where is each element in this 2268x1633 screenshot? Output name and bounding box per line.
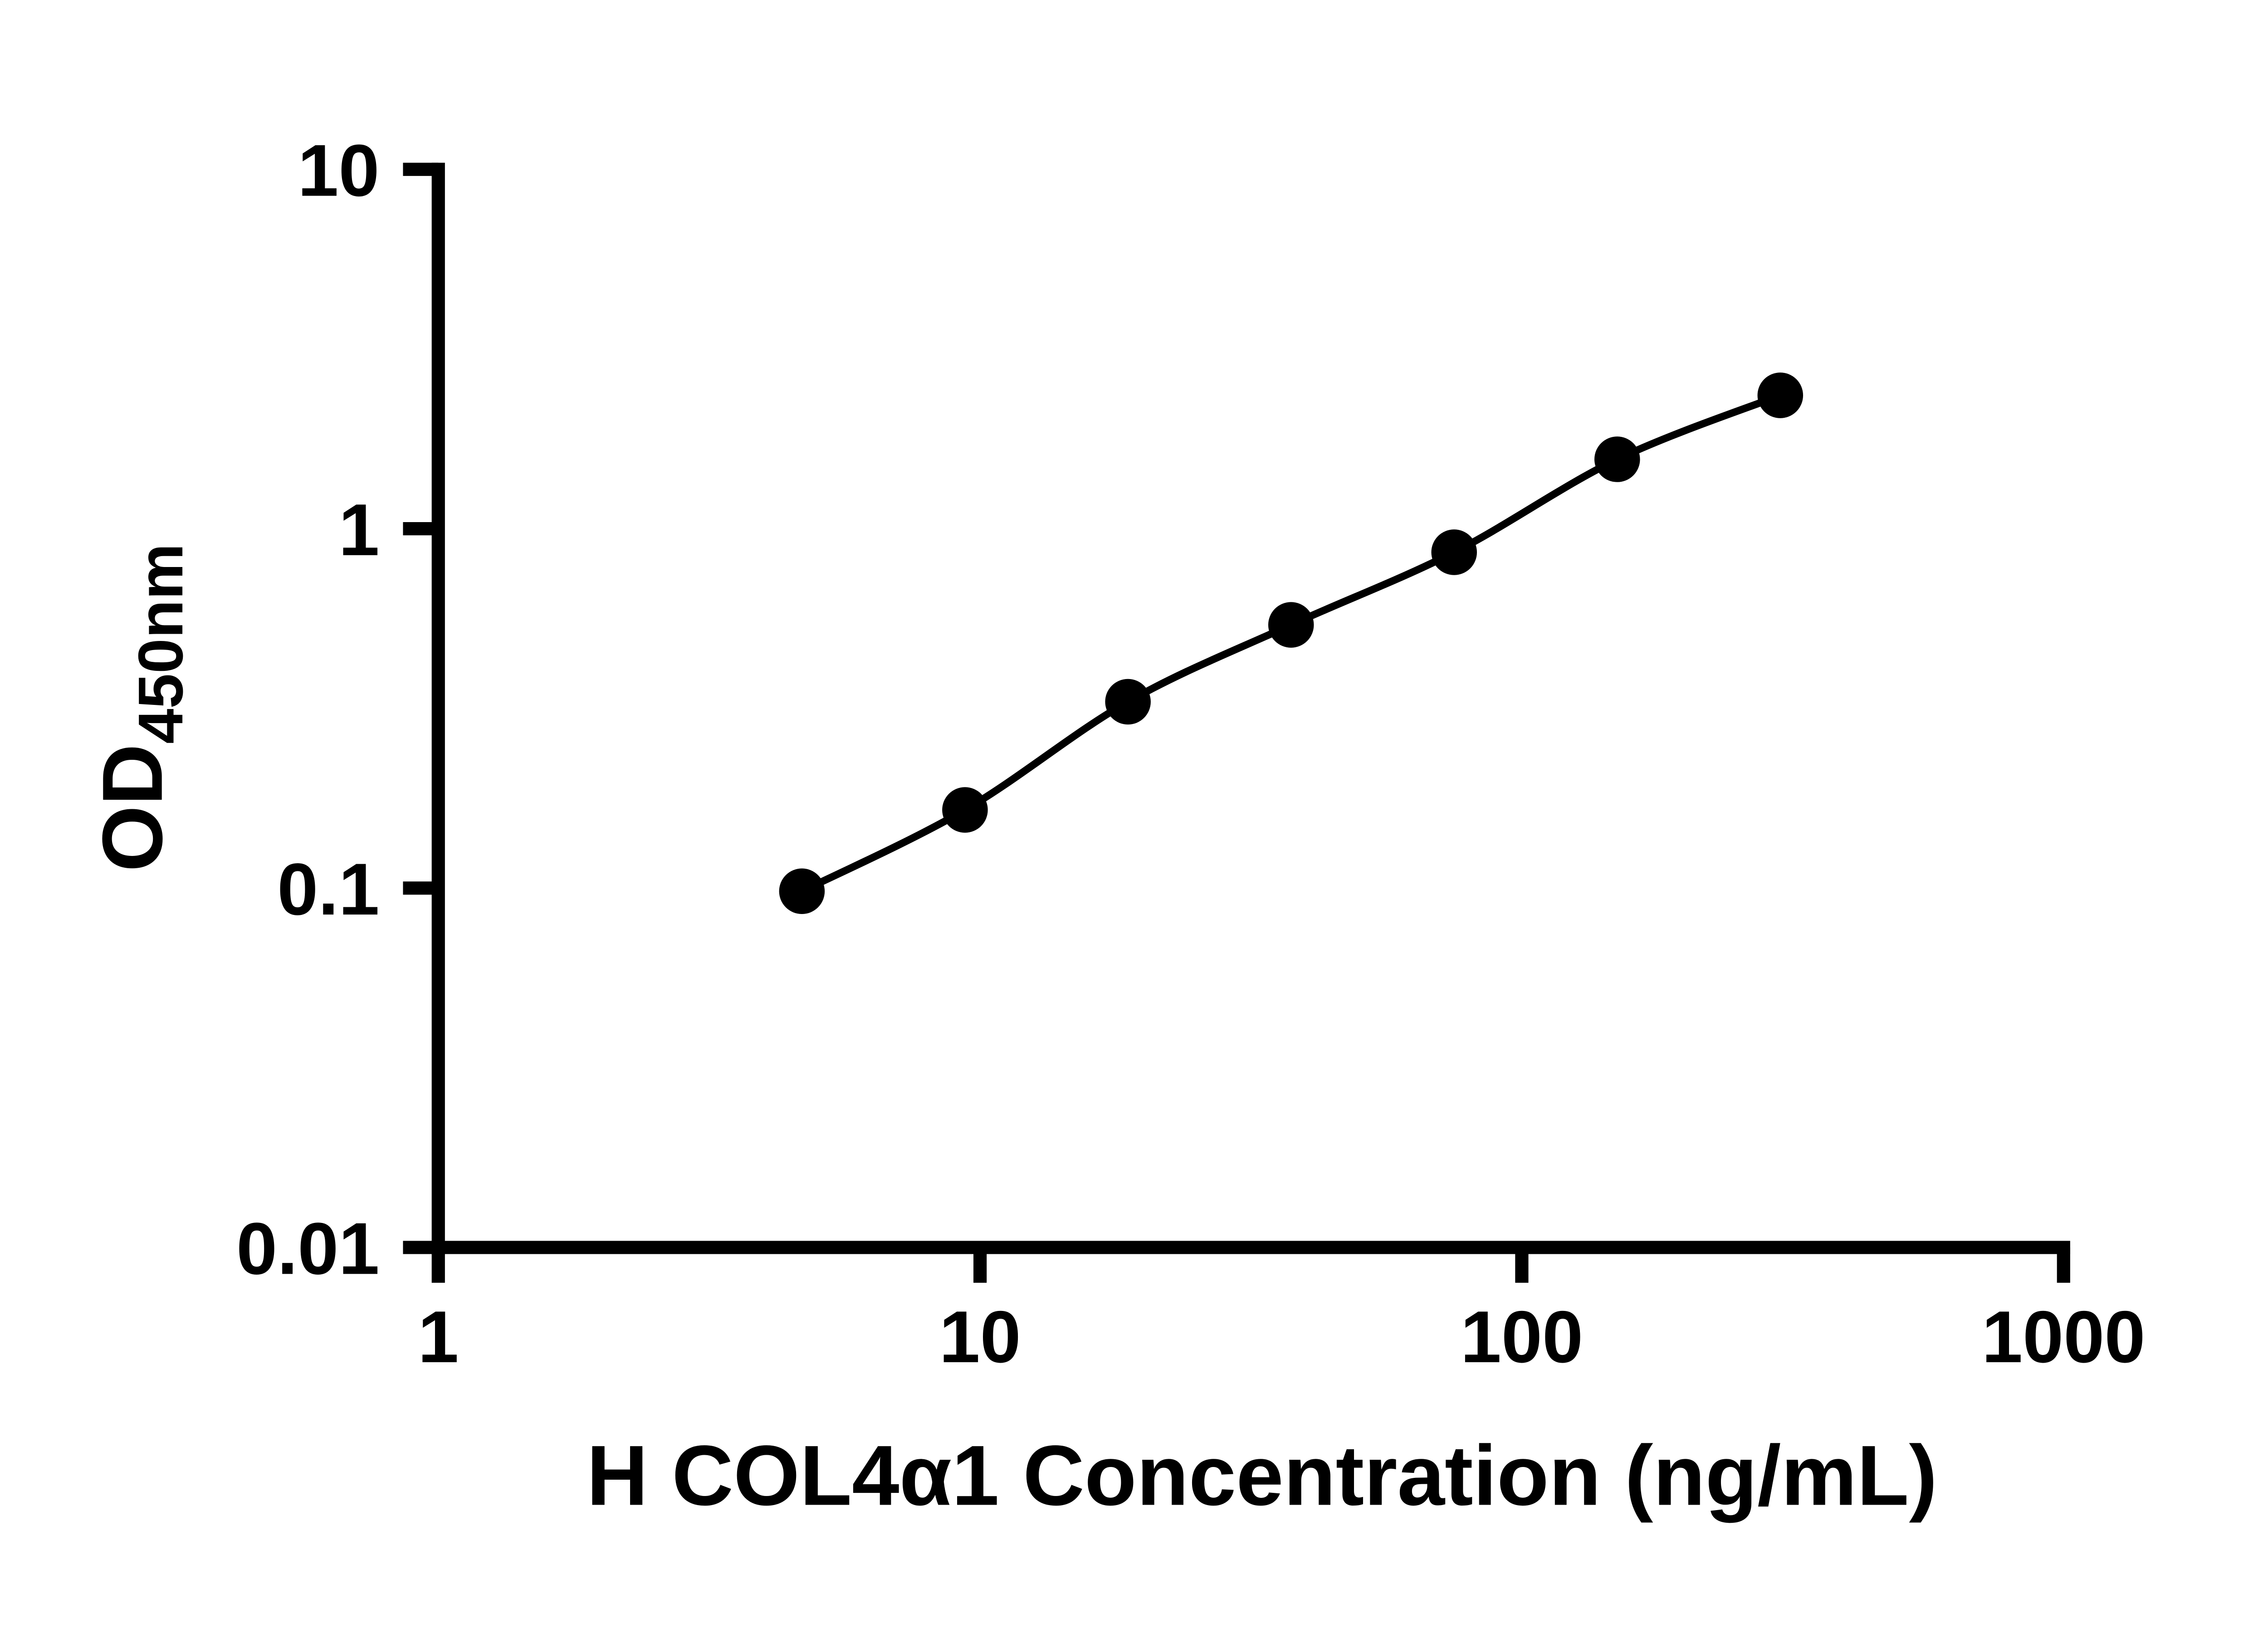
y-tick-label: 0.1 bbox=[277, 848, 379, 930]
x-tick-label: 100 bbox=[1461, 1296, 1583, 1378]
data-point bbox=[942, 787, 988, 833]
y-tick-label: 0.01 bbox=[236, 1208, 380, 1290]
plot-area: 10 1 0.1 0.01 1 10 100 1000 bbox=[236, 130, 2146, 1378]
data-point bbox=[1431, 529, 1477, 575]
data-point bbox=[1594, 436, 1640, 482]
data-point bbox=[1268, 602, 1314, 648]
y-tick-label: 10 bbox=[298, 130, 379, 212]
data-point bbox=[1757, 372, 1804, 418]
x-axis-title: H COL4α1 Concentration (ng/mL) bbox=[587, 1428, 1937, 1523]
x-tick-label: 1000 bbox=[1982, 1296, 2146, 1378]
data-point bbox=[779, 868, 825, 914]
x-tick-label: 10 bbox=[939, 1296, 1021, 1378]
y-tick-label: 1 bbox=[338, 489, 379, 571]
y-axis-title: OD450nm bbox=[85, 543, 196, 872]
data-point bbox=[1105, 679, 1151, 725]
x-tick-label: 1 bbox=[418, 1296, 459, 1378]
